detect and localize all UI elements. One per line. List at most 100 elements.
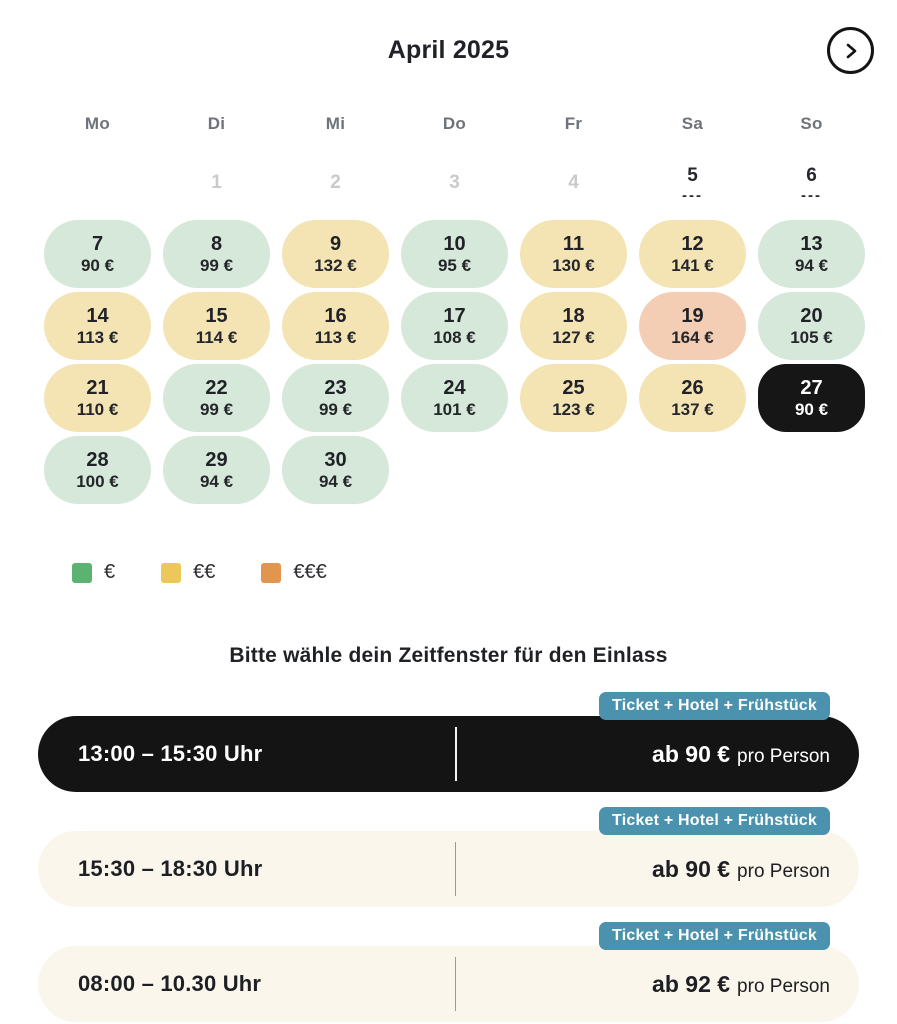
day-number: 6 xyxy=(806,165,817,186)
timeslot-option[interactable]: 15:30 – 18:30 Uhr ab 90 € pro Person xyxy=(38,831,859,907)
weekday-label: Fr xyxy=(564,114,583,133)
day-pill[interactable]: 20 105 € xyxy=(758,292,865,360)
soldout-marker: --- xyxy=(682,187,703,204)
calendar-days-grid: 1 2 3 4 5 --- 6 --- 7 90 €8 99 €9 132 €10 95 €11 130 … xyxy=(38,148,897,506)
day-past: 2 xyxy=(330,172,341,194)
day-pill-selected[interactable]: 27 90 € xyxy=(758,364,865,432)
day-pill[interactable]: 24 101 € xyxy=(401,364,508,432)
day-number: 13 xyxy=(800,232,823,255)
day-number: 21 xyxy=(86,376,109,399)
timeslot-list: Ticket + Hotel + Frühstück 13:00 – 15:30 … xyxy=(38,692,859,1022)
timeslot-option-selected[interactable]: 13:00 – 15:30 Uhr ab 90 € pro Person xyxy=(38,716,859,792)
day-pill[interactable]: 23 99 € xyxy=(282,364,389,432)
slot-price: ab 90 € pro Person xyxy=(652,741,830,768)
day-number: 3 xyxy=(449,172,460,193)
day-past: 3 xyxy=(449,172,460,194)
timeslot-option[interactable]: 08:00 – 10.30 Uhr ab 92 € pro Person xyxy=(38,946,859,1022)
weekday-label: Mo xyxy=(84,114,111,133)
day-pill[interactable]: 10 95 € xyxy=(401,220,508,288)
day-cell: 26 137 € xyxy=(633,362,752,434)
timeslot-block: Ticket + Hotel + Frühstück 15:30 – 18:30 … xyxy=(38,807,859,907)
day-cell: 27 90 € xyxy=(752,362,871,434)
day-price: 113 € xyxy=(76,327,119,347)
calendar-header: April 2025 xyxy=(0,0,897,74)
slot-time-label: 15:30 – 18:30 Uhr xyxy=(78,856,263,881)
day-number: 23 xyxy=(324,376,347,399)
day-pill[interactable]: 26 137 € xyxy=(639,364,746,432)
day-pill[interactable]: 28 100 € xyxy=(44,436,151,504)
day-number: 8 xyxy=(210,232,223,255)
day-number: 15 xyxy=(205,304,228,327)
timeslot-block: Ticket + Hotel + Frühstück 13:00 – 15:30 … xyxy=(38,692,859,792)
next-month-button[interactable] xyxy=(827,27,874,74)
slot-price-suffix: pro Person xyxy=(737,745,830,767)
day-pill[interactable]: 13 94 € xyxy=(758,220,865,288)
day-number: 17 xyxy=(443,304,466,327)
day-pill[interactable]: 22 99 € xyxy=(163,364,270,432)
day-pill[interactable]: 16 113 € xyxy=(282,292,389,360)
day-cell: 19 164 € xyxy=(633,290,752,362)
day-number: 28 xyxy=(86,448,109,471)
day-price: 94 € xyxy=(199,471,234,491)
day-cell: 1 xyxy=(157,148,276,218)
day-number: 4 xyxy=(568,172,579,193)
day-price: 101 € xyxy=(433,399,476,419)
day-pill[interactable]: 12 141 € xyxy=(639,220,746,288)
day-cell: 24 101 € xyxy=(395,362,514,434)
weekday-label: So xyxy=(800,114,823,133)
slot-package-badge: Ticket + Hotel + Frühstück xyxy=(599,922,830,950)
day-pill[interactable]: 15 114 € xyxy=(163,292,270,360)
day-cell: 6 --- xyxy=(752,148,871,218)
day-pill[interactable]: 29 94 € xyxy=(163,436,270,504)
day-pill[interactable]: 9 132 € xyxy=(282,220,389,288)
slot-package-badge: Ticket + Hotel + Frühstück xyxy=(599,807,830,835)
day-number: 18 xyxy=(562,304,585,327)
legend-color-swatch xyxy=(161,562,182,583)
chevron-right-icon xyxy=(842,42,860,60)
day-number: 30 xyxy=(324,448,347,471)
slot-time-label: 13:00 – 15:30 Uhr xyxy=(78,741,263,766)
day-past: 4 xyxy=(568,172,579,194)
day-price: 90 € xyxy=(80,255,115,275)
day-cell: 17 108 € xyxy=(395,290,514,362)
day-price: 95 € xyxy=(437,255,472,275)
day-pill[interactable]: 21 110 € xyxy=(44,364,151,432)
weekday-label: Mi xyxy=(325,114,346,133)
day-cell: 28 100 € xyxy=(38,434,157,506)
day-price: 99 € xyxy=(199,255,234,275)
day-number: 24 xyxy=(443,376,466,399)
day-price: 90 € xyxy=(794,399,829,419)
day-pill[interactable]: 17 108 € xyxy=(401,292,508,360)
day-pill[interactable]: 14 113 € xyxy=(44,292,151,360)
day-pill[interactable]: 19 164 € xyxy=(639,292,746,360)
day-pill[interactable]: 8 99 € xyxy=(163,220,270,288)
day-number: 12 xyxy=(681,232,704,255)
day-pill[interactable]: 11 130 € xyxy=(520,220,627,288)
day-cell: 29 94 € xyxy=(157,434,276,506)
day-pill[interactable]: 30 94 € xyxy=(282,436,389,504)
day-pill[interactable]: 25 123 € xyxy=(520,364,627,432)
day-pill[interactable]: 18 127 € xyxy=(520,292,627,360)
day-pill[interactable]: 7 90 € xyxy=(44,220,151,288)
day-number: 20 xyxy=(800,304,823,327)
legend-label: € xyxy=(104,561,116,583)
day-number: 27 xyxy=(800,376,823,399)
day-number: 19 xyxy=(681,304,704,327)
day-number: 14 xyxy=(86,304,109,327)
day-price: 130 € xyxy=(552,255,595,275)
day-cell: 4 xyxy=(514,148,633,218)
day-cell: 14 113 € xyxy=(38,290,157,362)
slot-price-amount: ab 92 € xyxy=(652,970,731,997)
slot-price-amount: ab 90 € xyxy=(652,855,731,882)
day-number: 26 xyxy=(681,376,704,399)
day-cell: 2 xyxy=(276,148,395,218)
legend-color-swatch xyxy=(261,562,282,583)
slot-price-amount: ab 90 € xyxy=(652,740,731,767)
legend-item: € xyxy=(72,561,115,584)
day-number: 29 xyxy=(205,448,228,471)
price-legend: € €€ €€€ xyxy=(72,561,897,584)
day-cell: 25 123 € xyxy=(514,362,633,434)
slot-price: ab 90 € pro Person xyxy=(652,856,830,883)
day-cell: 7 90 € xyxy=(38,218,157,290)
slot-package-badge: Ticket + Hotel + Frühstück xyxy=(599,692,830,720)
